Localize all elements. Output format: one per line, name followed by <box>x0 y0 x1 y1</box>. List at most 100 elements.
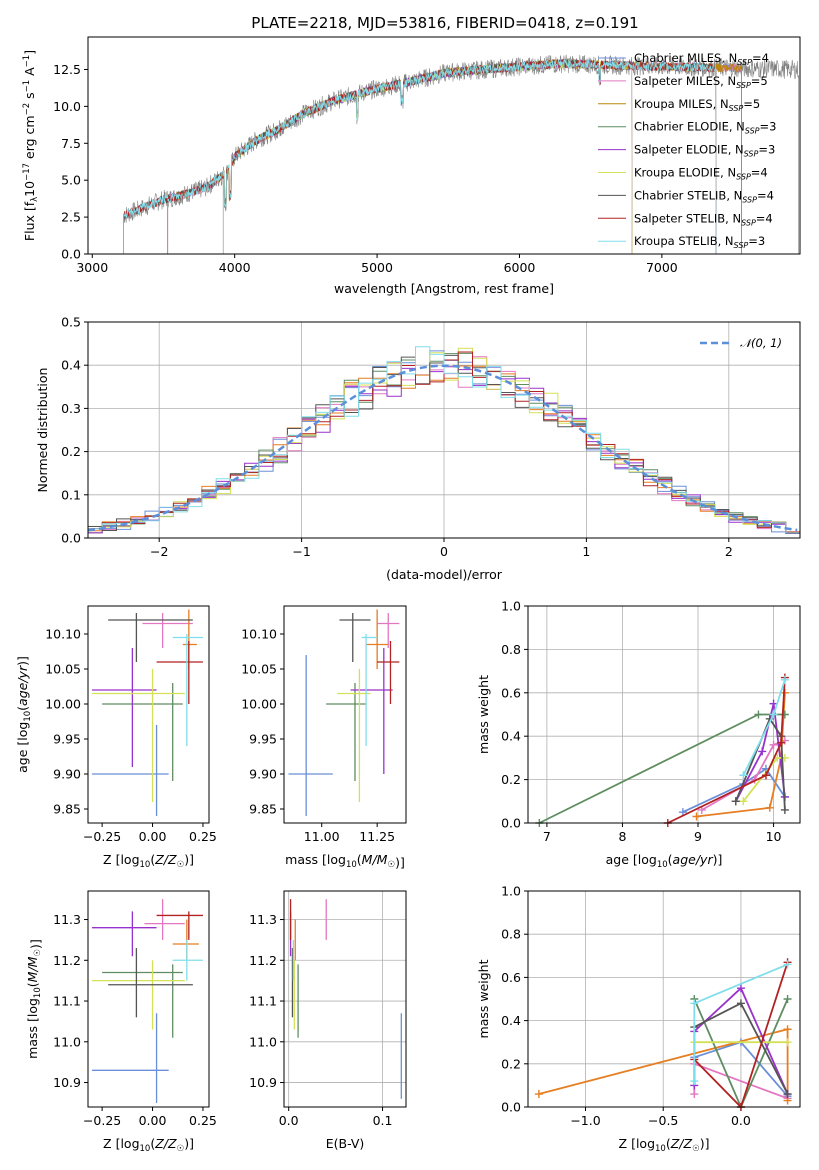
y-tick-label: 10.10 <box>241 627 277 642</box>
weight-point-marker <box>780 675 789 684</box>
residual-histograms <box>88 346 800 534</box>
y-tick-label: 0.0 <box>501 816 521 831</box>
plot-frame <box>87 605 210 824</box>
y-axis-label: mass [log10(M/M☉)] <box>25 939 43 1059</box>
x-tick-label: 0.00 <box>139 1113 167 1128</box>
legend-entry: Salpeter STELIB, NSSP=4 <box>634 211 773 227</box>
y-tick-label: 0.5 <box>61 315 81 330</box>
weight-point-marker <box>769 740 778 749</box>
weight-point-marker <box>783 1038 792 1047</box>
legend-entry: Kroupa STELIB, NSSP=3 <box>634 234 765 250</box>
x-tick-label: 8 <box>618 829 626 844</box>
weight-point-marker <box>777 738 786 747</box>
spectrum-lines <box>123 54 799 254</box>
x-tick-label: −0.25 <box>83 829 121 844</box>
weight-point-marker <box>769 710 778 719</box>
y-tick-label: 1.0 <box>501 884 521 899</box>
weight-point-marker <box>731 797 740 806</box>
y-axis-label: mass weight <box>476 959 491 1038</box>
weight-point-marker <box>783 960 792 969</box>
weight-point-marker <box>534 1090 543 1099</box>
y-tick-label: 11.1 <box>249 994 277 1009</box>
y-tick-label: 0.6 <box>501 970 521 985</box>
x-tick-label: −1.0 <box>570 1113 600 1128</box>
weight-point-marker <box>783 1090 792 1099</box>
y-tick-label: 11.2 <box>53 953 81 968</box>
y-tick-label: 0.2 <box>501 1056 521 1071</box>
weight-series-line <box>538 713 785 824</box>
x-tick-label: 0.00 <box>139 829 167 844</box>
y-tick-label: 1.0 <box>501 599 521 614</box>
x-tick-label: 4000 <box>219 260 251 275</box>
y-tick-label: 10.05 <box>45 662 81 677</box>
x-tick-label: 1 <box>582 544 590 559</box>
y-tick-label: 9.85 <box>249 802 277 817</box>
y-tick-label: 10.00 <box>241 697 277 712</box>
y-tick-label: 0.4 <box>61 358 81 373</box>
plot-frame <box>283 605 407 824</box>
panel-residuals: −2 −1 0 1 2 0.0 0.1 0.2 0.3 0.4 0.5 𝒩(0, 1) (data-mo… <box>35 315 801 582</box>
weight-point-marker <box>736 999 745 1008</box>
panel-weight-vs-Z: −1.0 −0.5 0.0 0.0 0.2 0.4 0.6 0.8 1.0 mass weight… <box>476 884 801 1154</box>
weight-series-line <box>734 716 786 811</box>
x-tick-label: 2 <box>725 544 733 559</box>
y-axis-label: age [log10(age/yr)] <box>15 656 33 773</box>
y-tick-label: 10.00 <box>45 697 81 712</box>
legend-entry: Salpeter ELODIE, NSSP=3 <box>634 143 775 159</box>
panel-spectrum: 3000 4000 5000 6000 7000 0.0 2.5 5.0 7.5 10.0 12.5… <box>22 36 801 296</box>
weight-point-marker <box>780 805 789 814</box>
x-tick-label: 7000 <box>646 260 678 275</box>
y-tick-label: 0.0 <box>501 1100 521 1115</box>
y-tick-label: 11.0 <box>53 1034 81 1049</box>
x-axis-label: Z [log10(Z/Z☉)] <box>103 1136 194 1154</box>
model-spectrum-line <box>123 59 717 254</box>
weight-point-marker <box>758 747 767 756</box>
y-axis-label: mass weight <box>476 675 491 754</box>
x-tick-label: 3000 <box>76 260 108 275</box>
x-axis-label: mass [log10(M/M☉)] <box>285 852 405 870</box>
x-tick-label: 0.0 <box>731 1113 751 1128</box>
x-tick-label: 0.25 <box>189 829 217 844</box>
x-tick-label: −2 <box>150 544 168 559</box>
y-axis-label: Flux [fλ10−17 erg cm−2 s−1 A−1] <box>22 50 40 241</box>
y-tick-label: 11.1 <box>53 994 81 1009</box>
model-spectrum-line <box>222 58 633 254</box>
model-spectrum-line <box>123 58 717 254</box>
x-axis-label: Z [log10(Z/Z☉)] <box>103 852 194 870</box>
y-tick-label: 10.9 <box>249 1075 277 1090</box>
y-tick-label: 11.3 <box>53 912 81 927</box>
x-tick-label: 0.1 <box>373 1113 393 1128</box>
model-spectrum-line <box>222 58 633 254</box>
y-tick-label: 10.9 <box>53 1075 81 1090</box>
legend-entry: Kroupa ELODIE, NSSP=4 <box>634 166 768 182</box>
y-tick-label: 7.5 <box>61 136 81 151</box>
plot-frame <box>87 36 801 255</box>
x-tick-label: 7 <box>543 829 551 844</box>
error-bars <box>288 609 400 816</box>
x-axis-label: wavelength [Angstrom, rest frame] <box>334 281 554 296</box>
x-tick-label: 9 <box>694 829 702 844</box>
plot-frame <box>87 321 801 539</box>
y-tick-label: 11.0 <box>249 1034 277 1049</box>
x-tick-label: 0.25 <box>189 1113 217 1128</box>
y-tick-label: 10.05 <box>241 662 277 677</box>
y-tick-label: 9.90 <box>53 767 81 782</box>
legend-entry: Salpeter MILES, NSSP=5 <box>634 74 768 90</box>
y-tick-label: 9.85 <box>53 802 81 817</box>
weight-point-marker <box>739 797 748 806</box>
weight-lines <box>535 673 789 827</box>
model-spectrum-line <box>222 59 633 254</box>
weight-point-marker <box>762 771 770 780</box>
figure-title: PLATE=2218, MJD=53816, FIBERID=0418, z=0… <box>251 14 638 32</box>
x-tick-label: 10 <box>766 829 782 844</box>
y-tick-label: 2.5 <box>61 210 81 225</box>
error-bars <box>92 609 203 816</box>
y-tick-label: 5.0 <box>61 173 81 188</box>
panel-age-vs-Z: −0.25 0.00 0.25 9.85 9.90 9.95 10.00 10.05 10.10… <box>15 605 217 870</box>
y-axis-label: Normed distribution <box>35 368 50 493</box>
x-tick-label: 5000 <box>361 260 393 275</box>
y-tick-label: 10.10 <box>45 627 81 642</box>
y-tick-label: 0.2 <box>61 444 81 459</box>
